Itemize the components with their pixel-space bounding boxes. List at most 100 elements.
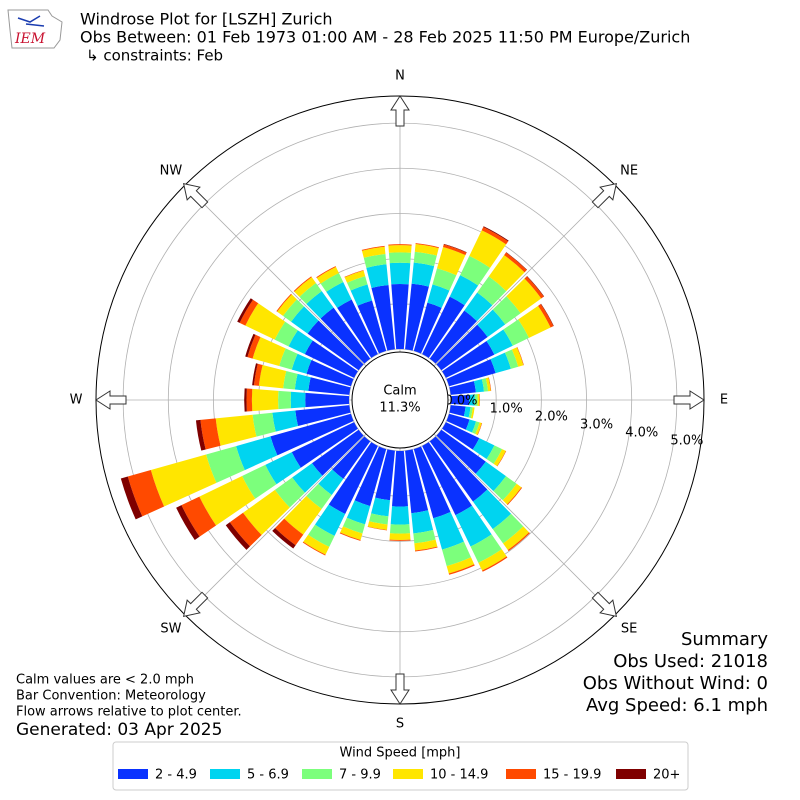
- bar-segment: [475, 461, 506, 492]
- legend-box: [112, 741, 689, 791]
- bar-segment: [229, 512, 262, 547]
- bar-segment: [507, 532, 530, 552]
- bar-segment: [342, 517, 366, 534]
- bar-segment: [357, 300, 387, 354]
- bar-segment: [449, 381, 476, 395]
- overlay: 0.0% 1.0% 2.0% 3.0% 4.0% 5.0% Calm 11.3% N NE E SE S…: [70, 69, 729, 732]
- bar-segment: [504, 252, 527, 273]
- bar-segment: [270, 413, 354, 456]
- bar-segment: [311, 429, 364, 476]
- bar-segment: [316, 266, 336, 279]
- bar-segment: [411, 262, 435, 287]
- flow-arrow: [390, 95, 410, 127]
- bar-segment: [252, 412, 276, 437]
- bar-segment: [375, 449, 395, 501]
- bar-segment: [361, 245, 385, 251]
- bar-segment: [304, 340, 358, 378]
- bar-segment: [470, 407, 475, 419]
- bar-segment: [291, 353, 312, 374]
- bar-segment: [455, 505, 492, 547]
- bar-segment: [443, 243, 467, 253]
- logo: IEM: [7, 9, 63, 49]
- bar-segment: [389, 262, 411, 285]
- bar-segment: [303, 534, 330, 555]
- bar-segment: [415, 243, 439, 249]
- bar-segment: [299, 283, 322, 305]
- bar-segment: [367, 521, 388, 530]
- bar-segment: [414, 244, 439, 256]
- bar-segment: [413, 251, 437, 267]
- flow-arrow-shape: [182, 591, 209, 618]
- direction-label: N: [395, 69, 405, 84]
- direction-label: S: [396, 717, 404, 732]
- bar-segment: [411, 510, 434, 534]
- bar-segment: [344, 270, 366, 283]
- bar-segment: [274, 477, 305, 508]
- bar-segment: [389, 539, 411, 541]
- bar-segment: [294, 277, 316, 297]
- direction-label: E: [720, 393, 728, 408]
- bar-segment: [429, 436, 488, 502]
- bar-segment: [283, 299, 305, 322]
- legend: 2 - 4.9 5 - 6.9 7 - 9.9 10 - 14.9 15 - 19.9 2…: [118, 768, 680, 783]
- flow-arrow-shape: [591, 591, 618, 618]
- bar-segment: [284, 495, 322, 535]
- bar-segment: [195, 419, 206, 451]
- bar-segment: [316, 266, 339, 284]
- bar-segment: [486, 329, 513, 355]
- bar-segment: [245, 303, 286, 340]
- bar-segment: [237, 298, 253, 323]
- flow-arrow-shape: [390, 673, 410, 705]
- bar-segment: [291, 422, 358, 468]
- bar-segment: [251, 388, 279, 412]
- bar-segment: [436, 324, 488, 371]
- bar-segment: [429, 310, 477, 364]
- bar-segment: [326, 281, 352, 308]
- bar-segment: [344, 270, 364, 278]
- r-tick-label: 5.0%: [670, 434, 703, 449]
- bar-segment: [481, 378, 489, 392]
- flow-arrow-shape: [95, 390, 127, 410]
- bar-segment: [276, 293, 292, 312]
- bar-segment: [474, 394, 478, 406]
- bar-segment: [181, 496, 217, 537]
- bar-segment: [242, 464, 277, 499]
- bar-segment: [477, 422, 483, 436]
- legend-swatch: [118, 769, 148, 779]
- bar-segment: [283, 370, 298, 390]
- bar-segment: [320, 273, 344, 292]
- summary-line: Obs Used: 21018: [613, 651, 768, 672]
- bar-segment: [427, 284, 450, 308]
- r-tick-label: 3.0%: [580, 418, 613, 433]
- bar-segment: [275, 518, 304, 546]
- note-line: Calm values are < 2.0 mph: [16, 673, 194, 688]
- bar-segment: [442, 340, 495, 378]
- bar-segment: [477, 276, 507, 306]
- bar-segment: [405, 283, 429, 351]
- bar-segment: [526, 276, 545, 297]
- radial-grid-line: [433, 184, 616, 367]
- bar-segment: [290, 391, 306, 409]
- bar-segment: [415, 546, 438, 552]
- radial-grid-line: [184, 184, 367, 367]
- logo-mark: [17, 15, 45, 27]
- bar-segment: [524, 276, 544, 299]
- bar-segment: [314, 504, 346, 536]
- legend-swatch: [616, 769, 646, 779]
- bar-segment: [493, 449, 506, 467]
- bar-segment: [389, 524, 411, 534]
- bar-segment: [252, 336, 286, 367]
- bar-segment: [446, 359, 496, 387]
- logo-text: IEM: [14, 31, 46, 47]
- bar-segment: [150, 454, 217, 507]
- bar-segment: [127, 470, 165, 517]
- flow-arrow-shape: [390, 95, 410, 127]
- bar-segment: [488, 255, 525, 292]
- bar-segment: [481, 227, 509, 245]
- bar-segment: [538, 304, 554, 328]
- bar-segment: [485, 377, 491, 392]
- bar-segment: [468, 394, 475, 406]
- legend-swatch: [302, 769, 332, 779]
- bar-segment: [272, 528, 296, 549]
